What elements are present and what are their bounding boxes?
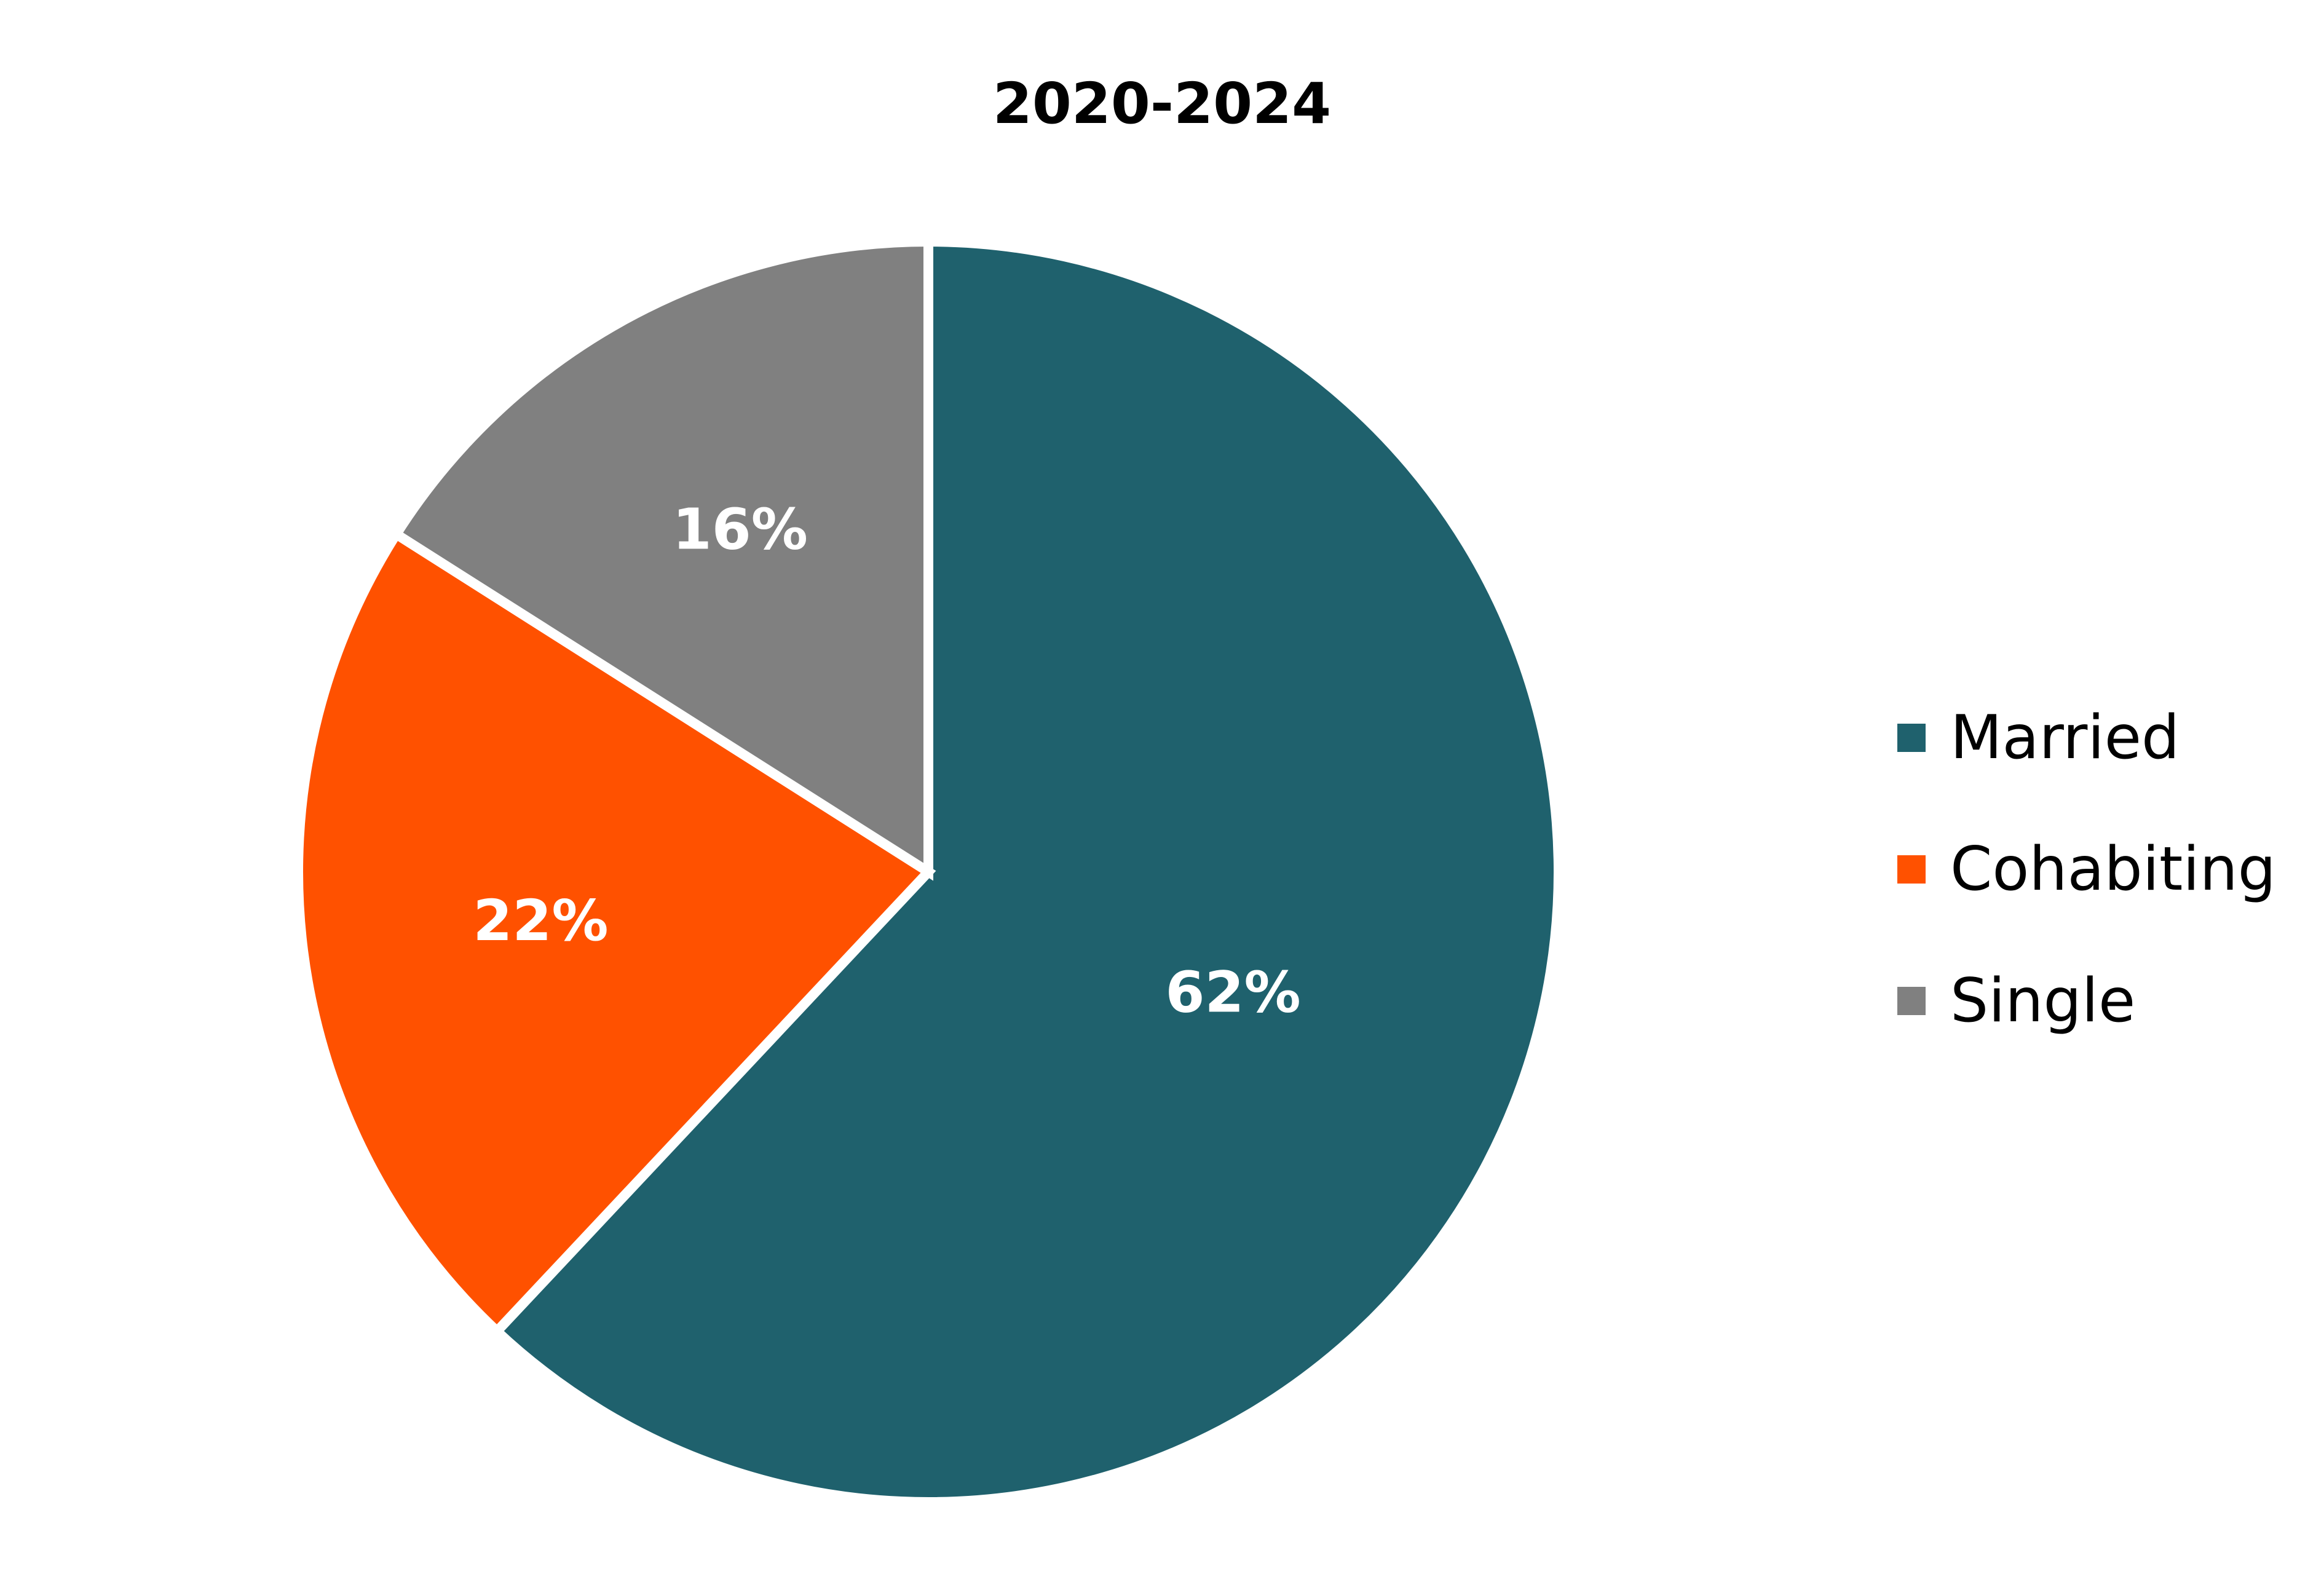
pie-slice-labels: 62% 22% 16% (473, 497, 1300, 1026)
legend-swatch-single (1897, 987, 1926, 1015)
data-label-married: 62% (1165, 960, 1300, 1026)
pie-slices (293, 236, 1563, 1507)
chart-title: 2020-2024 (993, 71, 1331, 136)
legend-swatch-married (1897, 724, 1926, 752)
legend-label-single: Single (1950, 966, 2135, 1036)
legend-label-married: Married (1950, 703, 2180, 773)
legend-swatch-cohabiting (1897, 855, 1926, 884)
pie-slice-single (389, 236, 933, 881)
data-label-single: 16% (673, 497, 808, 563)
pie-slice-married (490, 236, 1563, 1507)
pie-slice-cohabiting (293, 527, 936, 1339)
legend: Married Cohabiting Single (1897, 703, 2276, 1036)
data-label-cohabiting: 22% (473, 888, 608, 954)
legend-label-cohabiting: Cohabiting (1950, 834, 2276, 904)
